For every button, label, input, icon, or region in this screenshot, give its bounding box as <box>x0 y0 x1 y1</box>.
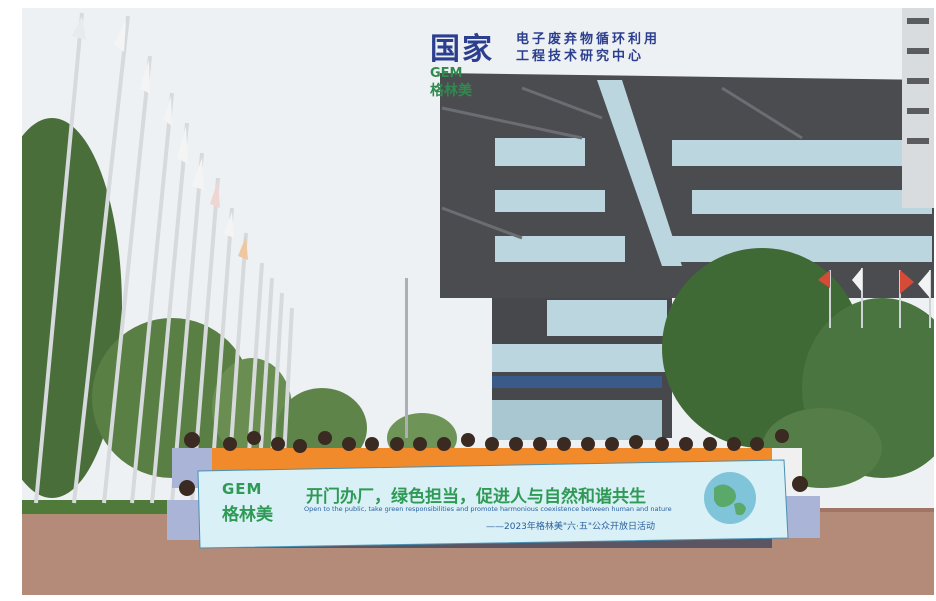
banner-logo-cn: 格林美 <box>222 505 273 525</box>
building-sign-line1: 电子废弃物循环利用 <box>516 32 661 47</box>
flag <box>818 270 830 288</box>
building-entrance-sign <box>492 376 662 388</box>
building-sign-line2: 工程技术研究中心 <box>516 49 645 64</box>
flag <box>918 270 930 298</box>
banner-logo-en: GEM <box>222 480 263 498</box>
banner-date-line: ——2023年格林美"六·五"公众开放日活动 <box>486 522 656 532</box>
building-sign-big: 国家 <box>430 32 494 67</box>
building-logo-cn: 格林美 <box>430 83 472 99</box>
banner-title: 开门办厂，绿色担当，促进人与自然和谐共生 <box>306 487 646 507</box>
building-logo-en: GEM <box>430 66 463 81</box>
flag <box>900 270 914 294</box>
banner <box>197 459 789 549</box>
banner-subtitle: Open to the public, take green responsib… <box>304 505 672 513</box>
light-pole <box>405 278 408 438</box>
flags-left <box>72 16 248 260</box>
group-photo <box>22 8 934 595</box>
building <box>440 73 934 298</box>
flag <box>852 268 862 292</box>
